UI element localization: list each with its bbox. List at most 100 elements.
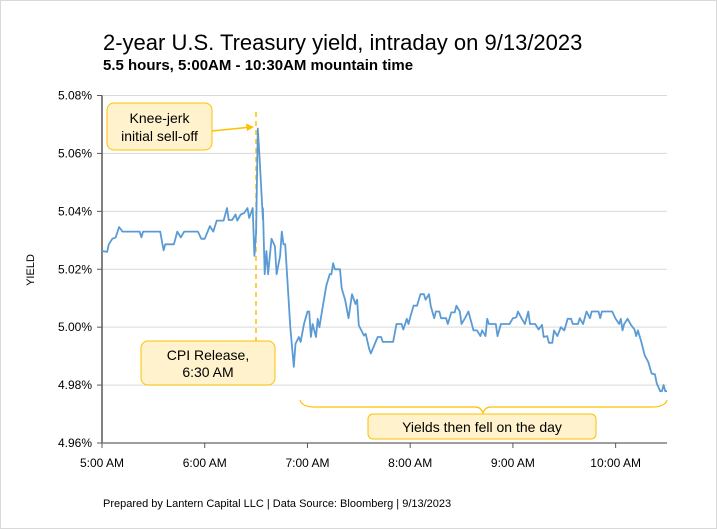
data-point <box>620 318 621 319</box>
data-point <box>447 323 448 324</box>
data-point <box>101 250 102 251</box>
annotation-cpi-release: CPI Release, 6:30 AM <box>140 340 276 386</box>
data-point <box>430 305 431 306</box>
data-point <box>173 244 174 245</box>
x-tick-labels: 5:00 AM 6:00 AM 7:00 AM 8:00 AM 9:00 AM 10:00… <box>80 456 641 470</box>
data-point <box>586 311 587 312</box>
data-point <box>524 323 525 324</box>
data-point <box>651 373 652 374</box>
data-point <box>334 269 335 270</box>
data-point <box>142 231 143 232</box>
data-point <box>396 323 397 324</box>
y-tick-label: 5.04% <box>58 204 92 218</box>
data-point <box>439 311 440 312</box>
data-point <box>577 323 578 324</box>
data-point <box>348 318 349 319</box>
data-point <box>517 311 518 312</box>
y-tick-label: 4.96% <box>58 436 92 450</box>
data-point <box>434 318 435 319</box>
data-point <box>267 274 268 275</box>
data-point <box>139 231 140 232</box>
data-point <box>413 305 414 306</box>
data-point <box>660 391 661 392</box>
data-point <box>329 274 330 275</box>
data-point <box>177 231 178 232</box>
data-point <box>547 336 548 337</box>
data-point <box>459 311 460 312</box>
data-point <box>112 238 113 239</box>
data-point <box>115 237 116 238</box>
data-point <box>579 318 580 319</box>
data-point <box>216 220 217 221</box>
data-point <box>495 323 496 324</box>
data-point <box>509 323 510 324</box>
data-point <box>266 250 267 251</box>
data-point <box>529 323 530 324</box>
data-point <box>293 366 294 367</box>
chart-subtitle: 5.5 hours, 5:00AM - 10:30AM mountain tim… <box>103 57 413 74</box>
data-point <box>312 323 313 324</box>
data-point <box>666 391 667 392</box>
data-point <box>615 318 616 319</box>
x-tick-label: 8:00 AM <box>388 456 432 470</box>
data-point <box>310 336 311 337</box>
data-point <box>553 330 554 331</box>
data-point <box>637 330 638 331</box>
data-point <box>541 324 542 325</box>
data-point <box>363 335 364 336</box>
x-tick-label: 10:00 AM <box>590 456 641 470</box>
y-tick-label: 4.98% <box>58 378 92 392</box>
data-point <box>262 219 263 220</box>
data-point <box>226 208 227 209</box>
data-point <box>368 348 369 349</box>
data-point <box>322 305 323 306</box>
data-point <box>612 311 613 312</box>
data-point <box>468 311 469 312</box>
data-point <box>180 237 181 238</box>
data-point <box>601 311 602 312</box>
data-point <box>285 244 286 245</box>
data-point <box>377 336 378 337</box>
data-point <box>244 212 245 213</box>
data-point <box>591 311 592 312</box>
data-point <box>223 220 224 221</box>
data-point <box>254 255 255 256</box>
data-point <box>380 336 381 337</box>
annotation-text: CPI Release, <box>167 347 249 363</box>
data-point <box>564 330 565 331</box>
data-point <box>315 336 316 337</box>
data-point <box>326 285 327 286</box>
data-point <box>247 208 248 209</box>
data-point <box>485 336 486 337</box>
data-point <box>435 311 436 312</box>
data-point <box>237 220 238 221</box>
data-point <box>365 333 366 334</box>
data-point <box>583 323 584 324</box>
data-point <box>218 220 219 221</box>
data-point <box>271 238 272 239</box>
data-point <box>213 231 214 232</box>
arrow-head-icon <box>246 123 254 131</box>
data-point <box>374 345 375 346</box>
annotation-box <box>367 413 597 440</box>
series-layer <box>101 127 667 393</box>
y-tick-label: 5.02% <box>58 262 92 276</box>
data-point <box>636 336 637 337</box>
data-point <box>648 361 649 362</box>
data-point <box>235 214 236 215</box>
data-point <box>309 311 310 312</box>
data-point <box>401 323 402 324</box>
data-point <box>423 294 424 295</box>
data-point <box>406 318 407 319</box>
data-point <box>661 391 662 392</box>
data-point <box>300 341 301 342</box>
data-point <box>451 312 452 313</box>
data-point <box>641 341 642 342</box>
data-point <box>197 231 198 232</box>
data-point <box>538 329 539 330</box>
data-point <box>654 374 655 375</box>
annotation-box <box>140 340 276 386</box>
footer-credit: Prepared by Lantern Capital LLC | Data S… <box>103 498 451 510</box>
data-point <box>512 318 513 319</box>
data-point <box>624 323 625 324</box>
